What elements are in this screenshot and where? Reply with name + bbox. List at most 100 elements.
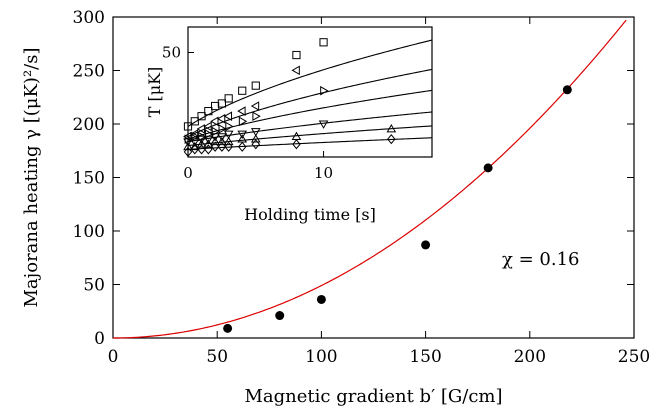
inset-marker-square [292,50,301,60]
inset-marker-triangle-up [189,141,200,151]
inset-marker-square [204,107,213,116]
inset-marker-triangle-down [203,135,214,145]
data-points [223,85,572,333]
inset-fit-curve [187,68,433,138]
inset-marker-triangle-down [223,130,234,140]
inset-fit-curve [187,89,433,140]
inset-marker-diamond [210,141,220,152]
data-point [275,311,285,321]
inset-marker-square [238,86,247,95]
inset-marker-triangle-left [203,121,212,132]
inset-marker-triangle-left [291,65,300,76]
inset-marker-diamond [190,144,200,155]
inset-marker-triangle-down [210,133,220,142]
inset-marker-diamond [237,141,247,152]
inset-marker-diamond [387,134,396,145]
y-tick-label: 50 [83,276,105,296]
inset-marker-triangle-right [252,111,261,122]
inset-marker-triangle-up [250,134,261,143]
inset-marker-triangle-left [223,111,233,122]
inset-fit-curve [187,39,433,127]
inset-marker-square [217,99,226,108]
inset-plot: 0 10 50 Holding time [s] T [μK] [145,26,433,224]
x-tick-label: 50 [206,347,228,367]
inset-marker-triangle-down [196,135,207,145]
inset-marker-square [319,38,328,47]
main-x-ticks: 0 50 100 150 200 250 [108,17,650,367]
inset-x-axis-title: Holding time [s] [244,205,376,224]
inset-marker-triangle-up [223,136,234,146]
inset-marker-triangle-left [237,106,246,116]
inset-marker-triangle-down [217,133,227,142]
inset-fit-curve [187,137,433,150]
inset-marker-triangle-down [318,120,329,129]
y-tick-label: 100 [73,222,105,242]
inset-marker-square [183,122,193,131]
inset-marker-triangle-up [203,139,214,148]
inset-marker-square [197,112,206,121]
data-point [223,323,233,333]
inset-marker-diamond [251,139,261,150]
inset-y-ticks: 50 [162,43,194,61]
inset-marker-triangle-down [183,138,193,147]
inset-marker-triangle-left [196,124,205,134]
x-tick-label: 100 [305,347,337,367]
inset-x-tick-label: 10 [314,164,333,182]
inset-plot-frame [187,26,433,158]
inset-fit-curves [187,39,433,150]
x-tick-label: 0 [108,347,119,367]
y-tick-label: 150 [73,169,105,189]
chi-annotation: χ = 0.16 [502,249,580,270]
inset-marker-triangle-up [183,141,193,151]
inset-marker-square [190,117,199,126]
inset-marker-triangle-down [250,128,261,137]
inset-marker-square [211,101,220,111]
inset-marker-triangle-left [250,101,260,111]
inset-marker-triangle-left [189,129,199,139]
y-tick-label: 300 [73,8,105,28]
inset-marker-diamond [217,141,227,152]
inset-data-markers [183,38,397,158]
inset-marker-triangle-left [210,116,219,127]
y-axis-title: Majorana heating γ [(μK)²/s] [21,48,42,308]
inset-marker-triangle-down [237,130,248,140]
data-point [562,85,572,95]
inset-marker-diamond [183,146,193,158]
inset-x-tick-label: 0 [183,164,193,182]
inset-marker-triangle-up [210,136,220,146]
inset-marker-triangle-right [218,124,227,134]
inset-x-ticks: 0 10 [183,151,333,182]
inset-marker-square [251,81,260,90]
inset-marker-diamond [197,144,206,155]
inset-marker-triangle-up [217,136,227,146]
inset-y-tick-label: 50 [162,43,181,61]
x-tick-label: 200 [514,347,546,367]
inset-fit-curve [187,111,433,143]
y-tick-label: 0 [94,329,105,349]
inset-marker-triangle-right [225,121,234,132]
inset-marker-triangle-left [216,113,226,124]
data-point [316,294,326,304]
inset-marker-triangle-up [386,124,397,133]
inset-fit-curve [187,125,433,147]
x-axis-title: Magnetic gradient b′ [G/cm] [244,386,502,407]
inset-marker-triangle-right [320,85,329,96]
inset-marker-diamond [204,144,213,155]
fit-curve [112,19,627,339]
inset-marker-triangle-down [189,138,200,147]
y-tick-label: 200 [73,115,105,135]
inset-marker-diamond [292,139,301,150]
y-tick-label: 250 [73,62,105,82]
inset-marker-triangle-up [196,139,207,148]
data-point [483,163,493,173]
data-point [421,240,431,250]
inset-y-axis-title: T [μK] [145,67,164,118]
inset-marker-square [224,94,233,103]
x-tick-label: 150 [409,347,441,367]
inset-marker-triangle-right [238,116,248,127]
inset-marker-diamond [224,141,233,152]
x-tick-label: 250 [618,347,650,367]
